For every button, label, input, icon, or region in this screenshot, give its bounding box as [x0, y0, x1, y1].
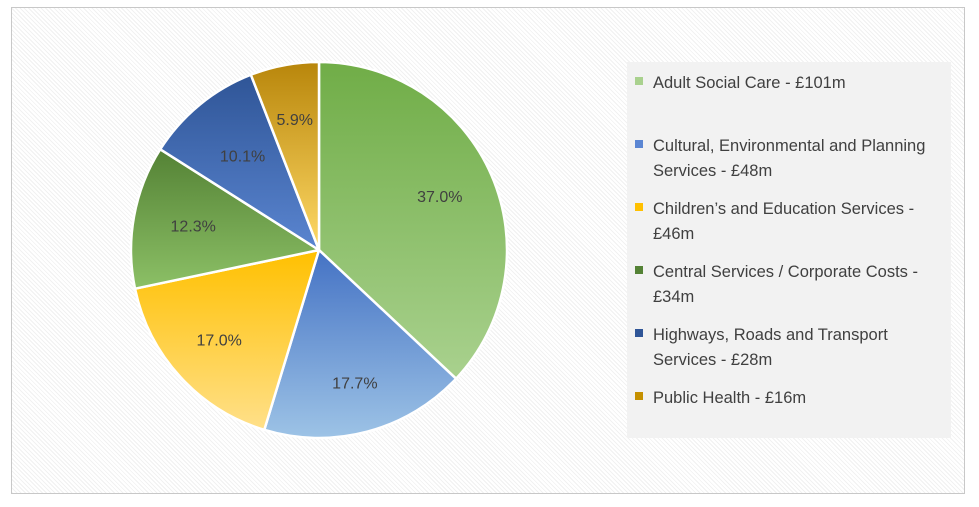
- legend-swatch: [635, 266, 643, 274]
- data-label-adult-social-care: 37.0%: [417, 189, 462, 206]
- pie-slice-adult-social-care: [317, 60, 509, 380]
- data-label-central-services-corporate-costs: 12.3%: [171, 218, 216, 235]
- legend-swatch: [635, 140, 643, 148]
- legend-label: Children’s and Education Services - £46m: [653, 200, 915, 243]
- pie-slices: [129, 60, 509, 440]
- data-label-public-health: 5.9%: [277, 112, 313, 129]
- legend-label: Central Services / Corporate Costs - £34…: [653, 263, 919, 306]
- legend-label: Highways, Roads and Transport Services -…: [653, 326, 888, 369]
- legend-label: Cultural, Environmental and Planning Ser…: [653, 137, 926, 180]
- legend-swatch: [635, 77, 643, 85]
- data-label-children-s-and-education-services: 17.0%: [196, 333, 241, 350]
- data-label-cultural-environmental-and-planning-services: 17.7%: [332, 376, 377, 393]
- pie-slice-public-health: [249, 60, 321, 252]
- pie-data-labels: 37.0% 17.7% 17.0% 12.3% 10.1% 5.9%: [171, 112, 463, 393]
- pie-slice-central-services-corporate-costs: [129, 148, 321, 290]
- legend-label: Adult Social Care - £101m: [653, 74, 846, 92]
- legend-label: Public Health - £16m: [653, 389, 807, 407]
- data-label-highways-roads-and-transport-services: 10.1%: [220, 148, 265, 165]
- pie-slice-children-s-and-education-services: [133, 248, 321, 432]
- pie-slice-highways-roads-and-transport-services: [159, 73, 321, 252]
- pie-slice-cultural-environmental-and-planning-services: [263, 248, 458, 440]
- legend-swatch: [635, 392, 643, 400]
- legend-swatch: [635, 329, 643, 337]
- legend: Adult Social Care - £101m Cultural, Envi…: [627, 62, 951, 438]
- legend-swatch: [635, 203, 643, 211]
